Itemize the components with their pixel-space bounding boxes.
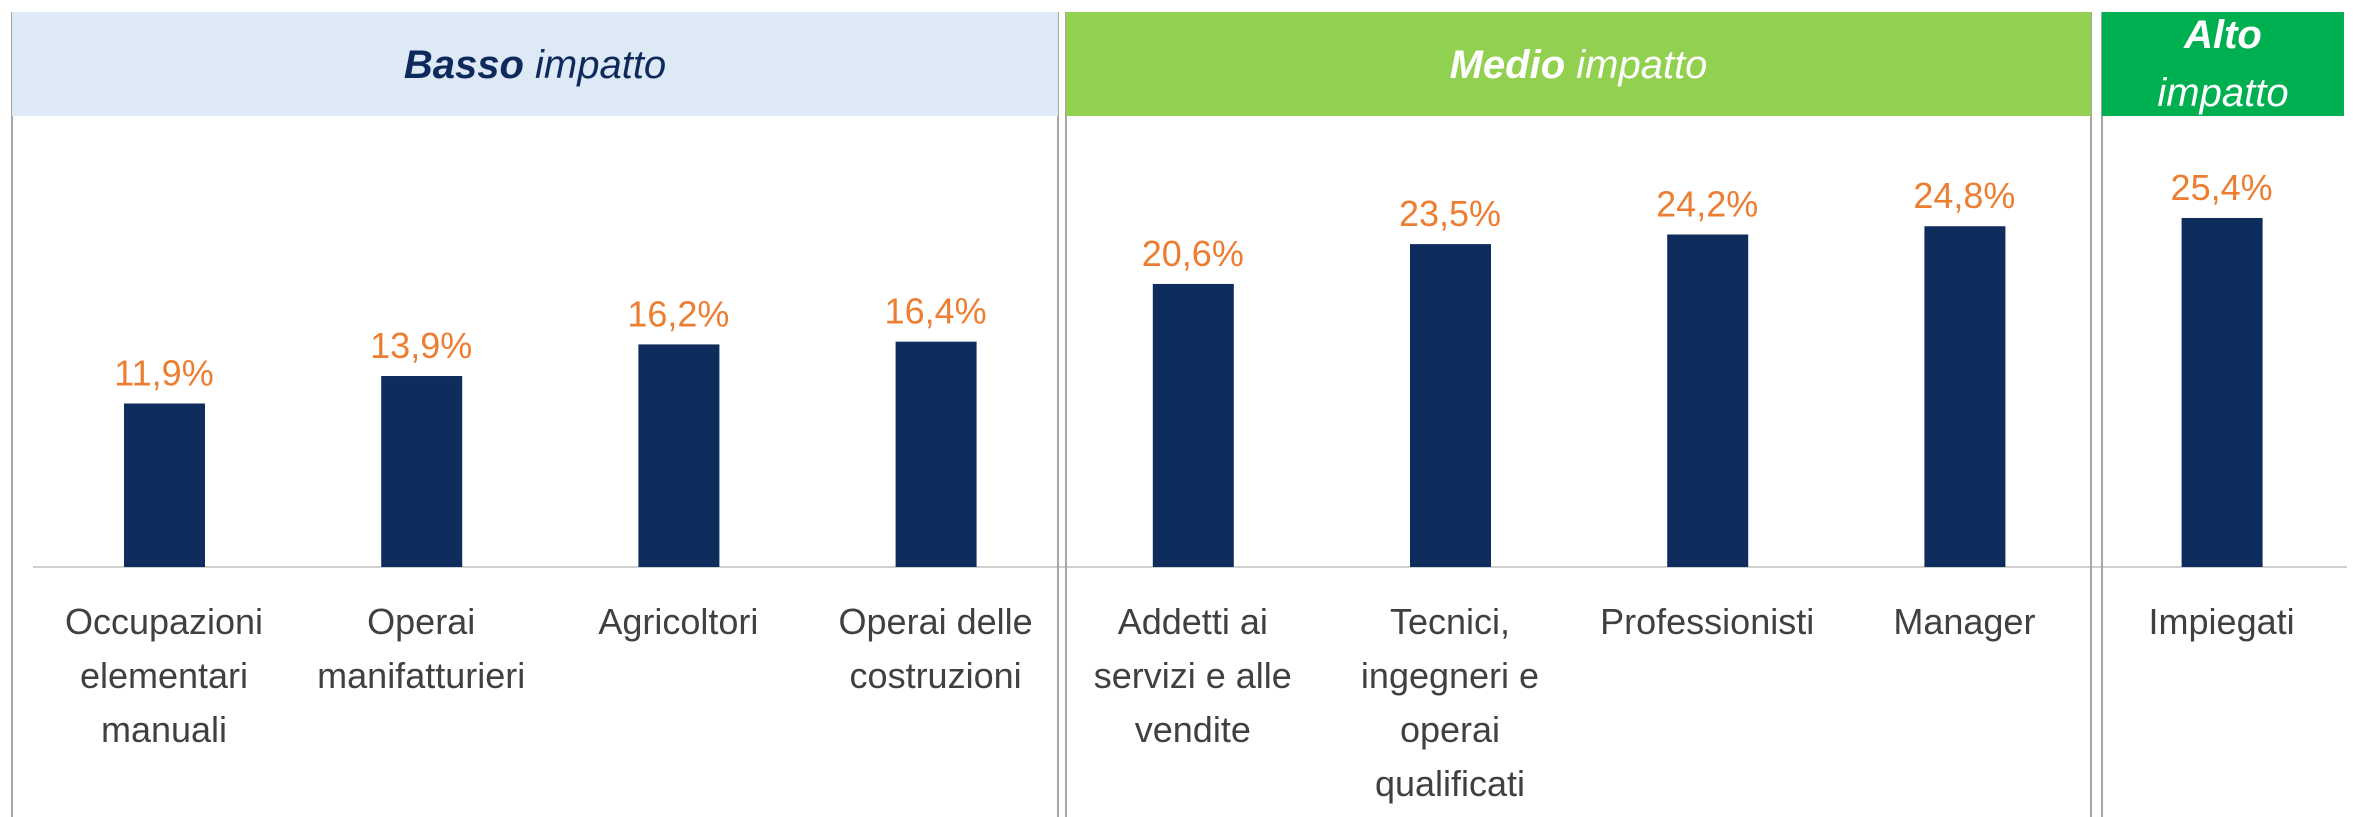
category-label: Manager [1893, 601, 2035, 642]
group-header [2102, 12, 2344, 116]
category-label: Impiegati [2149, 601, 2295, 642]
group-header [1066, 12, 2091, 116]
group-title-text: impatto [1576, 43, 1707, 87]
value-label: 23,5% [1399, 193, 1501, 234]
group-title-emphasis: Alto [2183, 13, 2262, 57]
group-title-emphasis: Basso [404, 43, 524, 87]
bar [381, 376, 463, 567]
bar [2181, 218, 2263, 567]
bar [124, 403, 205, 567]
value-label: 25,4% [2171, 167, 2273, 208]
group-title: Medio impatto [1450, 43, 1708, 87]
bar [638, 344, 720, 567]
value-label: 24,8% [1913, 175, 2015, 216]
category-label: Addetti ai servizi e alle vendite [1094, 601, 1292, 750]
value-label: 13,9% [370, 325, 472, 366]
category-label: Professionisti [1600, 601, 1814, 642]
group-title-text: impatto [535, 43, 666, 87]
bar [895, 341, 977, 567]
value-label: 11,9% [114, 352, 213, 393]
category-label: Occupazioni elementari manuali [65, 601, 263, 750]
group-header [12, 12, 1058, 116]
bar [1152, 283, 1234, 567]
bar [1667, 234, 1749, 567]
value-label: 16,2% [627, 293, 729, 334]
group-title: Basso impatto [404, 43, 666, 87]
bar [1410, 244, 1491, 567]
category-label: Operai manifatturieri [317, 601, 525, 696]
value-label: 20,6% [1142, 233, 1244, 274]
category-label: Agricoltori [598, 601, 758, 642]
bar [1924, 226, 2006, 568]
category-label: Tecnici, ingegneri e operai qualificati [1361, 601, 1539, 804]
group-title-emphasis: Medio [1450, 43, 1566, 87]
value-label: 16,4% [885, 291, 987, 332]
category-label: Operai delle costruzioni [839, 601, 1033, 696]
group-title: impatto [2157, 71, 2288, 115]
value-label: 24,2% [1656, 183, 1758, 224]
